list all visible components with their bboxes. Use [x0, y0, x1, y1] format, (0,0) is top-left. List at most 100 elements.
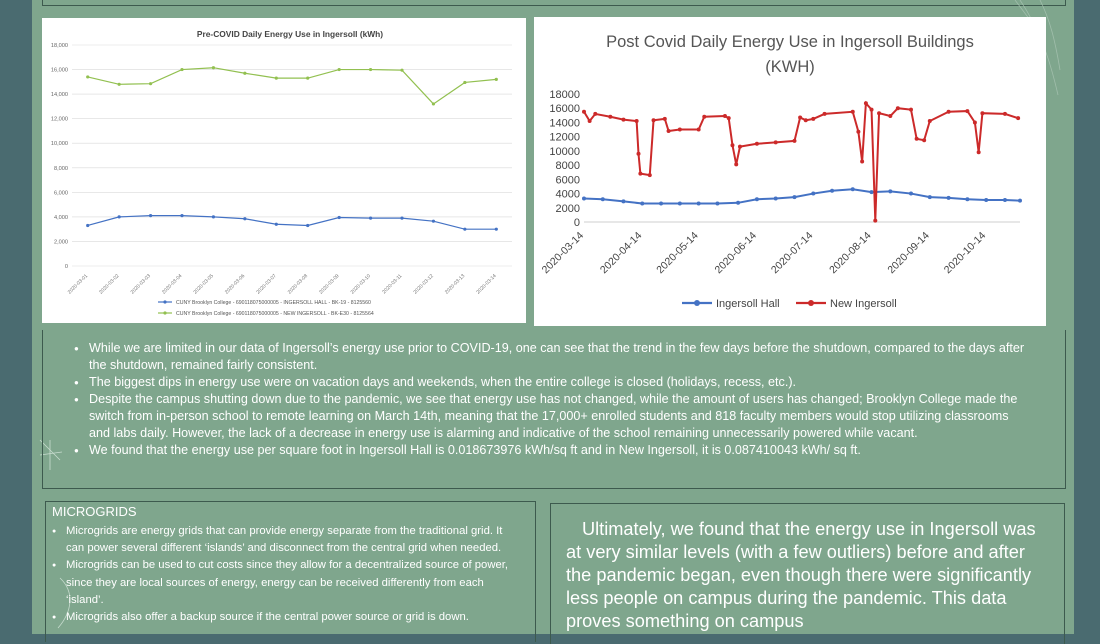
y-tick-label: 18,000 [51, 43, 68, 49]
data-point [306, 76, 310, 80]
x-tick-label: 2020-03-13 [444, 273, 466, 295]
y-tick-label: 12000 [549, 132, 580, 144]
y-tick-label: 10000 [549, 146, 580, 158]
data-point [180, 67, 184, 72]
data-point [587, 119, 592, 124]
pre-covid-chart-svg: Pre-COVID Daily Energy Use in Ingersoll … [51, 29, 512, 317]
y-tick-label: 14000 [549, 117, 580, 129]
data-point [946, 195, 951, 200]
data-point [976, 150, 981, 155]
series-line-0 [583, 188, 1021, 205]
finding-item: We found that the energy use per square … [70, 442, 1030, 459]
data-point [856, 129, 861, 134]
legend-label: Ingersoll Hall [716, 298, 780, 310]
data-point [274, 222, 278, 226]
x-tick-label: 2020-03-07 [255, 273, 277, 295]
data-point [702, 114, 707, 119]
data-point [754, 141, 759, 146]
y-tick-label: 12,000 [51, 117, 68, 123]
data-point [651, 118, 656, 123]
data-point [914, 136, 919, 141]
microgrid-item: Microgrids also offer a backup source if… [52, 609, 522, 626]
data-point [640, 201, 645, 206]
microgrids-frame [45, 501, 536, 642]
finding-item: The biggest dips in energy use were on v… [70, 374, 1030, 391]
data-point [830, 188, 835, 193]
data-point [1018, 198, 1022, 203]
data-point [621, 117, 626, 122]
data-point [722, 114, 727, 119]
data-point [1016, 116, 1021, 121]
data-point [737, 144, 742, 149]
y-tick-label: 10,000 [51, 141, 68, 147]
data-point [86, 223, 90, 228]
data-point [243, 71, 247, 75]
data-point [922, 138, 927, 143]
legend-label: CUNY Brooklyn College - 690118075000005 … [176, 300, 371, 306]
data-point [243, 217, 247, 221]
data-point [873, 218, 878, 223]
data-point [148, 82, 153, 86]
data-point [463, 80, 467, 85]
y-tick-label: 16000 [549, 103, 580, 115]
finding-item: Despite the campus shutting down due to … [70, 391, 1030, 442]
x-tick-label: 2020-03-09 [318, 273, 340, 295]
data-point [662, 116, 667, 121]
series-line-0 [87, 215, 497, 230]
data-point [400, 216, 404, 220]
data-point [647, 173, 652, 178]
data-point [803, 118, 808, 123]
y-tick-label: 6,000 [54, 190, 68, 196]
x-tick-label: 2020-03-03 [130, 273, 152, 295]
data-point [895, 106, 900, 111]
x-tick-label: 2020-03-01 [67, 273, 89, 295]
data-point [863, 101, 868, 106]
data-point [368, 216, 373, 220]
data-point [636, 151, 641, 156]
x-tick-label: 2020-03-02 [98, 273, 120, 295]
x-tick-label: 2020-09-14 [885, 230, 932, 277]
y-tick-label: 4000 [556, 189, 580, 201]
data-point [811, 116, 816, 121]
data-point [850, 109, 855, 114]
data-point [463, 227, 467, 231]
data-point [582, 196, 586, 201]
data-point [677, 127, 682, 132]
data-point [368, 67, 373, 72]
x-tick-label: 2020-03-04 [161, 273, 183, 295]
y-tick-label: 8,000 [54, 166, 68, 172]
y-tick-label: 0 [65, 264, 68, 270]
microgrid-item: Microgrids can be used to cut costs sinc… [52, 557, 522, 609]
x-tick-label: 2020-10-14 [942, 230, 989, 277]
data-point [965, 109, 970, 114]
x-tick-label: 2020-04-14 [598, 230, 645, 277]
data-point [927, 195, 932, 200]
data-point [822, 111, 827, 116]
data-point [666, 128, 671, 133]
series-line-1 [87, 67, 497, 105]
data-point [965, 197, 970, 202]
findings-frame [42, 330, 1066, 489]
data-point [494, 227, 498, 231]
data-point [211, 215, 216, 219]
data-point [677, 201, 682, 206]
data-point [634, 119, 639, 124]
findings-list: While we are limited in our data of Inge… [70, 340, 1030, 459]
x-tick-label: 2020-03-06 [224, 273, 246, 295]
data-point [946, 109, 951, 114]
data-point [400, 68, 404, 72]
data-point [869, 107, 874, 112]
data-point [869, 190, 874, 195]
data-point [593, 111, 598, 116]
pre-covid-chart: Pre-COVID Daily Energy Use in Ingersoll … [42, 18, 526, 323]
x-tick-label: 2020-03-08 [287, 273, 309, 295]
legend-marker [808, 300, 814, 306]
data-point [582, 109, 586, 114]
post-covid-chart-svg: Post Covid Daily Energy Use in Ingersoll… [540, 33, 1022, 310]
data-point [877, 111, 882, 116]
data-point [638, 171, 643, 176]
data-point [117, 82, 121, 86]
microgrids-title: MICROGRIDS [52, 504, 137, 519]
data-point [980, 111, 985, 116]
data-point [754, 197, 759, 202]
